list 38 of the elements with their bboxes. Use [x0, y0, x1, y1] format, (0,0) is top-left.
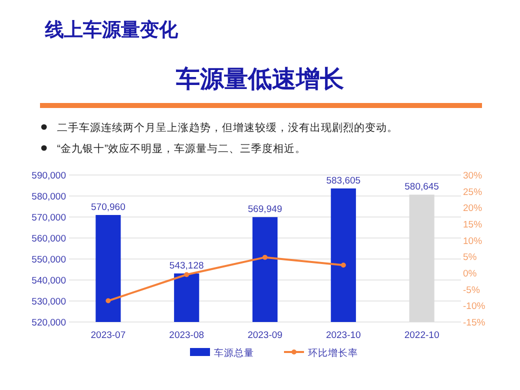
y-tick-label: 550,000 — [32, 254, 66, 266]
chart-title: 线上车源量变化 — [44, 19, 179, 41]
x-tick-label: 2022-10 — [404, 330, 440, 341]
chart-subtitle: 车源量低速增长 — [175, 66, 344, 93]
y-tick-label: 530,000 — [32, 296, 66, 308]
y2-tick-label: 15% — [463, 220, 483, 230]
x-tick-label: 2023-10 — [326, 330, 361, 341]
data-label: 543,128 — [169, 260, 204, 272]
y-tick-label: 560,000 — [32, 234, 66, 244]
data-label: 569,949 — [248, 204, 282, 216]
y-tick-label: 580,000 — [32, 192, 66, 202]
x-tick-label: 2023-09 — [248, 330, 282, 341]
text: “金九银十”效应不明显，车源量与二、三季度相近。 — [57, 142, 306, 155]
data-label: 570,960 — [91, 202, 126, 213]
point — [262, 254, 268, 260]
y2-tick-label: 5% — [463, 252, 478, 264]
y2-tick-label: 0% — [463, 268, 478, 280]
y2-tick-label: -15% — [463, 318, 486, 328]
y2-tick-label: 10% — [463, 236, 483, 247]
data-label: 580,645 — [404, 182, 439, 193]
y2-tick-label: 30% — [463, 170, 483, 182]
y2-tick-label: -10% — [463, 301, 486, 312]
text: 二手车源连续两个月呈上涨趋势，但增速较缓，没有出现剧烈的变动。 — [57, 121, 398, 134]
point — [106, 298, 111, 304]
point — [184, 272, 190, 278]
y2-tick-label: 25% — [463, 186, 483, 198]
legend-label: 车源总量 — [214, 347, 254, 359]
data-label: 583,605 — [326, 175, 361, 186]
legend-label: 环比增长率 — [308, 347, 358, 359]
x-tick-label: 2023-08 — [169, 330, 204, 341]
y-tick-label: 590,000 — [32, 170, 66, 182]
y-tick-label: 540,000 — [32, 276, 66, 286]
y-tick-label: 570,000 — [32, 212, 66, 224]
point — [340, 262, 346, 268]
y2-tick-label: 20% — [463, 203, 483, 214]
y-tick-label: 520,000 — [32, 318, 66, 328]
x-tick-label: 2023-07 — [90, 330, 126, 341]
y2-tick-label: -5% — [463, 284, 480, 296]
